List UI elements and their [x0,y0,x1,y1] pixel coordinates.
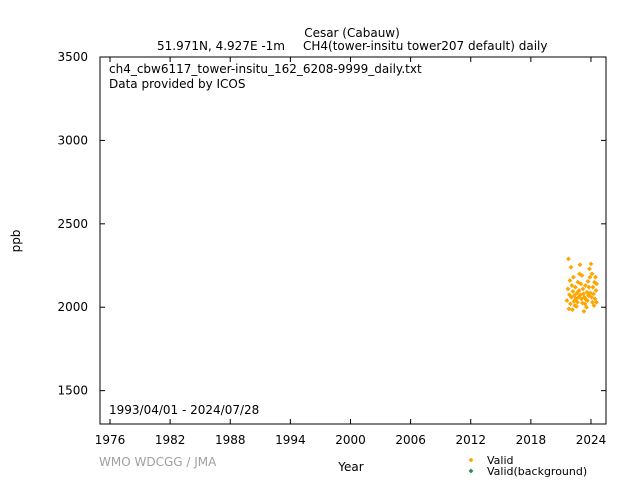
data-point [564,298,570,303]
y-axis-label: ppb [9,230,23,253]
y-axis: 1500 2000 2500 3000 3500 [57,50,606,398]
data-point [589,294,594,300]
legend-label: Valid(background) [487,465,587,478]
x-tick-label: 2006 [395,433,426,447]
data-point [588,290,593,296]
data-point [588,261,594,267]
data-point [590,284,596,290]
data-point [584,304,589,310]
credit-text: WMO WDCGG / JMA [99,455,217,469]
data-point [572,293,577,298]
data-point [593,288,599,293]
data-point [592,296,598,302]
data-point [585,278,591,284]
annotation-filename: ch4_cbw6117_tower-insitu_162_6208-9999_d… [109,62,422,76]
x-tick-label: 1976 [95,433,126,447]
data-point [571,274,576,280]
chart-parameter: CH4(tower-insitu tower207 default) daily [303,39,547,53]
data-point [568,301,573,307]
x-tick-label: 1994 [275,433,306,447]
y-tick-label: 1500 [57,384,88,398]
data-point [576,288,582,293]
data-point [590,299,595,305]
data-point [570,307,575,313]
data-point [569,283,575,288]
legend-label: Valid [487,454,514,467]
x-tick-label: 1982 [155,433,186,447]
data-point [594,299,599,305]
data-point [575,299,580,305]
data-point [587,274,593,280]
data-point [587,266,592,272]
data-point [578,281,584,287]
data-point [570,288,576,294]
data-point [566,306,572,312]
data-point [589,271,595,277]
data-point [577,262,583,268]
data-point [586,284,592,290]
chart-station: Cesar (Cabauw) [304,26,400,40]
legend-marker [468,457,474,463]
data-point [573,284,578,290]
x-tick-label: 2024 [576,433,607,447]
x-tick-label: 2000 [335,433,366,447]
data-point [581,308,587,314]
data-point [591,303,597,308]
data-point [566,256,571,262]
annotation-period: 1993/04/01 - 2024/07/28 [109,403,259,417]
data-point [565,286,571,292]
data-point [574,290,580,296]
data-point [568,264,574,270]
data-points [564,256,600,314]
chart-location: 51.971N, 4.927E -1m [157,39,285,53]
legend-marker [468,468,474,474]
data-point [583,283,588,288]
data-point [574,303,579,309]
x-tick-label: 2012 [455,433,486,447]
x-tick-label: 1988 [215,433,246,447]
y-tick-label: 3000 [57,133,88,147]
annotation-provider: Data provided by ICOS [109,77,245,91]
data-point [580,286,586,292]
y-tick-label: 2500 [57,217,88,231]
y-tick-label: 3500 [57,50,88,64]
data-point [585,298,590,303]
data-point [593,274,598,280]
data-point [582,301,588,307]
y-tick-label: 2000 [57,300,88,314]
data-point [567,278,573,283]
x-axis-label: Year [337,460,363,474]
x-tick-label: 2018 [516,433,547,447]
plot-frame [99,56,607,425]
data-point [579,273,585,278]
data-point [594,281,600,287]
data-point [584,289,590,295]
x-axis: 1976 1982 1988 1994 2000 2006 2012 2018 2024 [95,57,606,447]
data-point [591,291,596,297]
